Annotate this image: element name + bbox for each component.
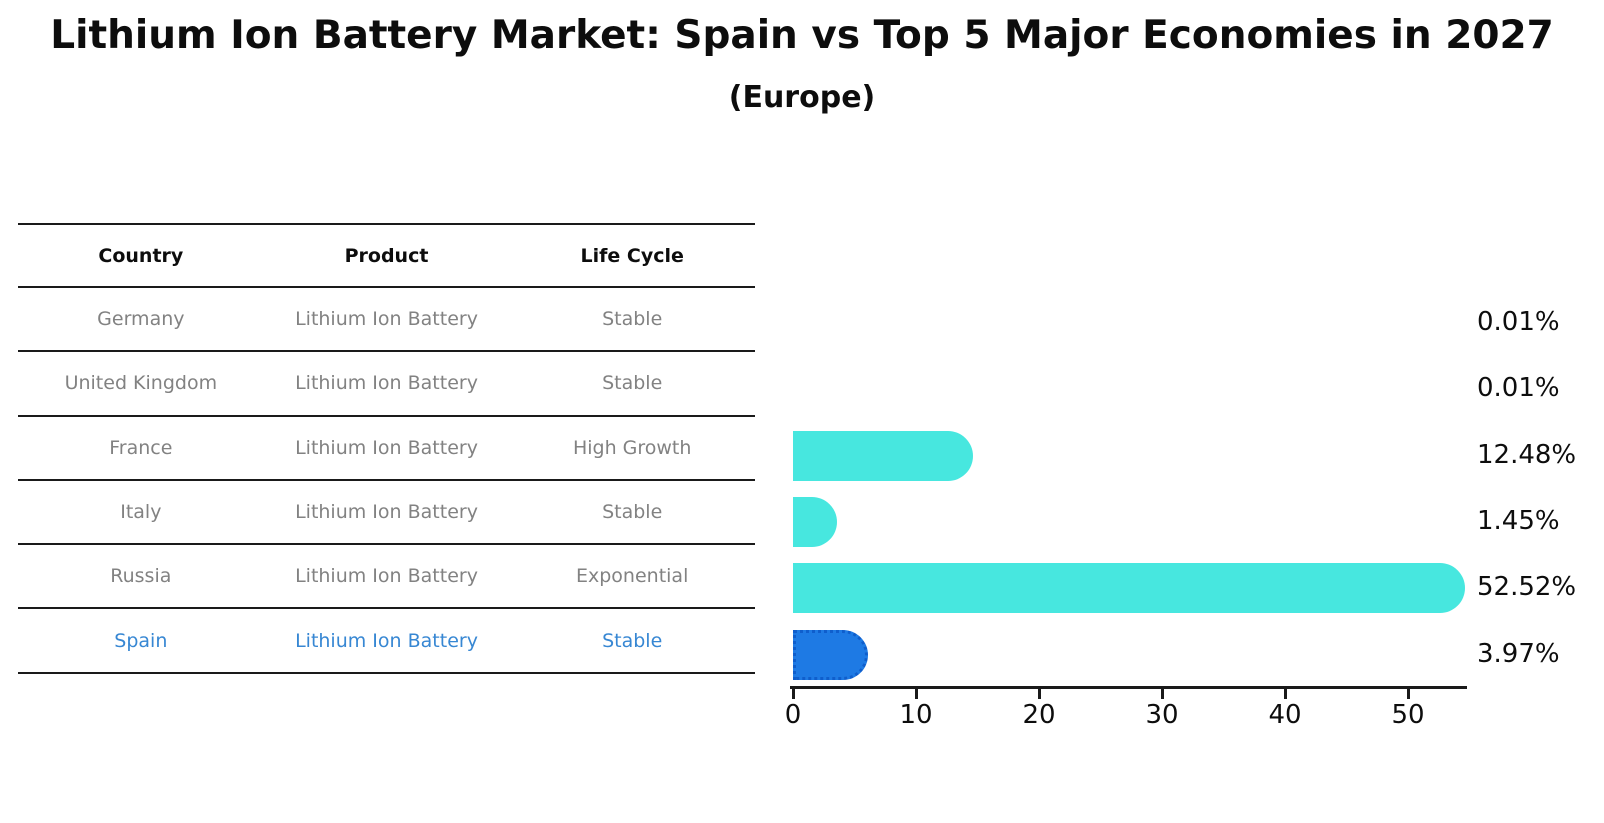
x-axis-tick	[914, 689, 918, 699]
comparison-table: Country Product Life Cycle Germany Lithiu…	[18, 223, 755, 674]
table-row: Russia Lithium Ion Battery Exponential	[18, 545, 755, 610]
x-axis-tick-label: 40	[1268, 700, 1302, 730]
bar-france	[793, 430, 973, 481]
cell-product: Lithium Ion Battery	[295, 501, 478, 524]
column-header-life-cycle: Life Cycle	[580, 244, 684, 267]
page-subtitle: (Europe)	[728, 80, 876, 115]
value-label: 1.45%	[1477, 506, 1560, 537]
value-label: 12.48%	[1477, 439, 1577, 470]
cell-country: Italy	[120, 501, 162, 524]
x-axis-tick	[1160, 689, 1164, 699]
x-axis-tick-label: 10	[899, 700, 933, 730]
page-title: Lithium Ion Battery Market: Spain vs Top…	[50, 13, 1554, 58]
cell-life-cycle: Exponential	[576, 565, 689, 588]
table-row: United Kingdom Lithium Ion Battery Stable	[18, 352, 755, 417]
cell-life-cycle: Stable	[602, 501, 663, 524]
cell-product: Lithium Ion Battery	[295, 629, 478, 652]
bar-spain	[793, 629, 868, 680]
bar-russia	[793, 563, 1465, 614]
cell-product: Lithium Ion Battery	[295, 372, 478, 395]
value-label: 52.52%	[1477, 572, 1577, 603]
cell-product: Lithium Ion Battery	[295, 308, 478, 331]
column-header-product: Product	[344, 244, 429, 267]
table-row: Italy Lithium Ion Battery Stable	[18, 481, 755, 546]
table-row: Germany Lithium Ion Battery Stable	[18, 288, 755, 353]
cell-life-cycle: Stable	[602, 629, 663, 652]
column-header-country: Country	[98, 244, 184, 267]
cell-life-cycle: Stable	[602, 372, 663, 395]
x-axis-tick	[1406, 689, 1410, 699]
table-row: France Lithium Ion Battery High Growth	[18, 417, 755, 481]
cell-country: Russia	[110, 565, 172, 588]
x-axis-tick-label: 30	[1145, 700, 1179, 730]
table-row: Spain Lithium Ion Battery Stable	[18, 609, 755, 674]
x-axis-tick-label: 50	[1391, 700, 1425, 730]
cell-country: Germany	[97, 308, 185, 331]
value-label: 0.01%	[1477, 307, 1560, 338]
x-axis-tick	[1037, 689, 1041, 699]
x-axis-tick-label: 0	[784, 700, 802, 730]
x-axis-tick	[1283, 689, 1287, 699]
cell-life-cycle: High Growth	[572, 436, 692, 459]
bar-italy	[793, 497, 837, 548]
cell-product: Lithium Ion Battery	[295, 436, 478, 459]
cell-product: Lithium Ion Battery	[295, 565, 478, 588]
table-header-row: Country Product Life Cycle	[18, 225, 755, 288]
cell-life-cycle: Stable	[602, 308, 663, 331]
value-label: 3.97%	[1477, 638, 1560, 669]
x-axis-line	[790, 686, 1467, 689]
value-label: 0.01%	[1477, 373, 1560, 404]
cell-country: France	[109, 436, 173, 459]
cell-country: United Kingdom	[64, 372, 218, 395]
x-axis-tick-label: 20	[1022, 700, 1056, 730]
table-body: Germany Lithium Ion Battery Stable United K…	[18, 288, 755, 674]
cell-country: Spain	[114, 629, 168, 652]
x-axis-tick	[791, 689, 795, 699]
